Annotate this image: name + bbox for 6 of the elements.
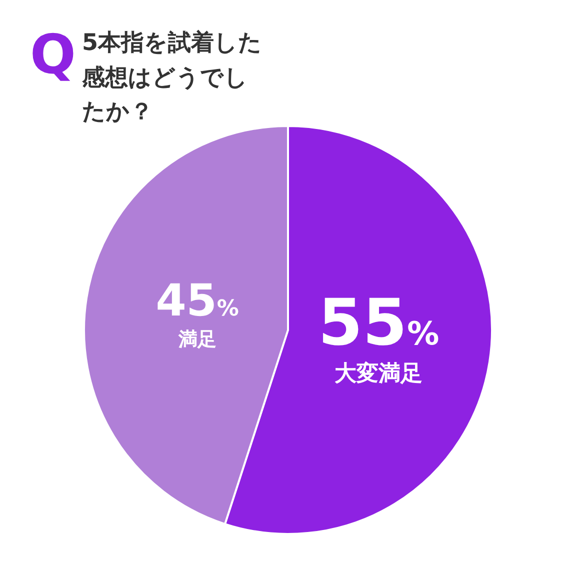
text: Q [30, 23, 76, 86]
data-label: 55% [318, 286, 440, 360]
chart-title: 5本指を試着した感想はどうでしたか？ [82, 28, 264, 127]
data-label: 45% [156, 276, 239, 327]
slice-label: 満足 [177, 328, 216, 351]
slice-label: 大変満足 [334, 360, 423, 386]
